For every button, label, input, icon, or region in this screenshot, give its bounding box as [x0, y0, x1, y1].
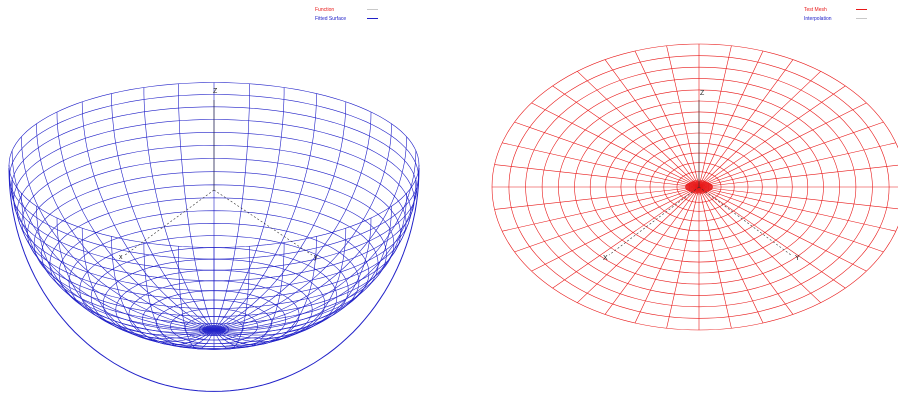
left-meridian: [213, 193, 407, 333]
left-meridian: [213, 236, 317, 346]
left-meridian: [213, 164, 420, 331]
left-meridian: [8, 164, 215, 331]
left-meridian: [11, 179, 215, 331]
right-spoke: [698, 186, 821, 303]
right-spoke: [698, 186, 896, 232]
right-spoke: [531, 186, 700, 272]
right-spoke: [698, 85, 846, 188]
legend-label: Test Mesh: [804, 7, 827, 13]
left-meridian: [213, 242, 285, 348]
left-meridian: [111, 93, 215, 331]
right-spoke: [698, 186, 884, 253]
right-spoke: [666, 45, 700, 188]
right-x-axis: [608, 186, 700, 256]
legend-label: Fitted Surface: [315, 16, 347, 22]
right-z-axis-label: Z: [700, 90, 705, 97]
left-bowl-silhouette: [8, 167, 420, 392]
left-meridian: [213, 217, 372, 339]
right-spoke: [502, 186, 700, 232]
right-spoke: [698, 186, 764, 324]
left-meridian: [213, 101, 347, 331]
left-meridian: [213, 111, 372, 331]
right-legend: Test Mesh Interpolation: [804, 7, 867, 25]
left-pole-knot: [202, 325, 226, 335]
left-meridian: [213, 179, 417, 331]
left-meridian: [36, 123, 215, 331]
left-meridian: [213, 136, 407, 331]
right-spoke: [604, 186, 700, 315]
right-spoke: [494, 186, 700, 210]
left-meridian: [56, 111, 215, 331]
right-spoke: [634, 50, 700, 188]
right-spoke: [514, 121, 700, 188]
legend-swatch: [856, 18, 867, 20]
left-x-axis-label: x: [119, 254, 123, 261]
left-meridian: [143, 87, 215, 331]
legend-label: Function: [315, 7, 335, 13]
right-spoke: [698, 186, 794, 315]
right-spoke: [552, 85, 700, 188]
right-spoke: [698, 142, 896, 188]
left-legend: Function Fitted Surface: [315, 7, 378, 25]
right-spoke: [552, 186, 700, 289]
left-plot-panel: Function Fitted Surface Z x y: [8, 7, 420, 392]
right-y-axis-label: Y: [795, 255, 800, 262]
right-spoke: [698, 186, 898, 210]
left-meridian: [213, 150, 417, 331]
right-spoke: [698, 186, 846, 289]
right-wireframe-plot: [491, 43, 898, 331]
right-spoke: [698, 186, 732, 329]
left-meridian: [11, 150, 215, 331]
legend-swatch: [367, 9, 378, 11]
right-spoke: [531, 102, 700, 188]
left-meridian: [213, 93, 317, 331]
right-spoke: [698, 71, 821, 188]
right-spoke: [698, 102, 867, 188]
left-y-axis: [213, 189, 313, 256]
left-meridian: [213, 123, 392, 331]
legend-swatch: [367, 18, 378, 20]
right-x-axis-label: X: [603, 255, 608, 262]
left-meridian: [213, 228, 347, 343]
left-meridian: [213, 83, 250, 331]
legend-entry-test-mesh: Test Mesh: [804, 7, 867, 16]
right-spoke: [698, 186, 867, 272]
left-meridian: [81, 228, 215, 343]
left-meridian: [36, 206, 215, 336]
right-spoke: [494, 164, 700, 188]
legend-entry-interpolation: Interpolation: [804, 16, 867, 25]
right-spoke: [698, 45, 732, 188]
right-spoke: [502, 142, 700, 188]
right-spoke: [634, 186, 700, 324]
right-plot-panel: Test Mesh Interpolation Z X Y: [449, 0, 898, 398]
legend-entry-function: Function: [315, 7, 378, 16]
right-spoke: [698, 50, 764, 188]
left-meridian: [143, 242, 215, 348]
left-meridian: [213, 206, 392, 336]
left-meridian: [213, 87, 285, 331]
left-meridian: [213, 246, 250, 350]
right-spoke: [698, 121, 884, 188]
legend-swatch: [856, 9, 867, 11]
left-wireframe-plot: [8, 82, 420, 392]
right-spoke: [514, 186, 700, 253]
legend-entry-fitted-surface: Fitted Surface: [315, 16, 378, 25]
right-spoke: [577, 186, 700, 303]
right-spoke: [698, 59, 794, 188]
left-meridian: [178, 83, 215, 331]
right-spoke: [577, 71, 700, 188]
legend-label: Interpolation: [804, 16, 832, 22]
left-y-axis-label: y: [314, 254, 318, 261]
right-y-axis: [698, 186, 792, 256]
right-spoke: [604, 59, 700, 188]
left-meridian: [81, 101, 215, 331]
right-spoke: [698, 164, 898, 188]
right-spoke: [666, 186, 700, 329]
left-z-axis-label: Z: [213, 88, 218, 95]
left-meridian: [21, 136, 215, 331]
